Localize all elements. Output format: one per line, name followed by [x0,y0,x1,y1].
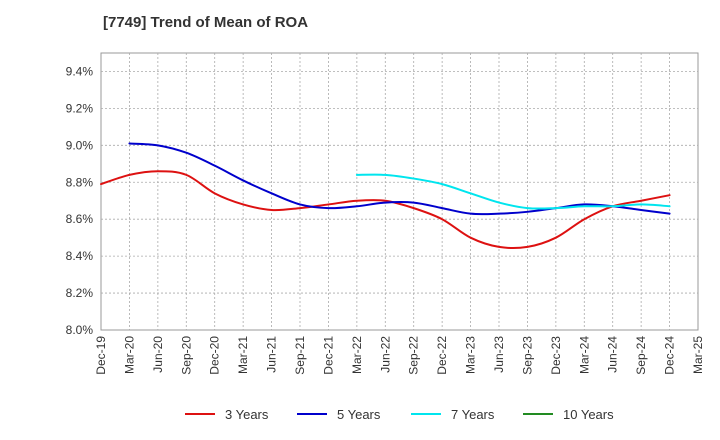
x-tick-label: Sep-23 [520,336,534,375]
x-tick-label: Mar-22 [350,336,364,374]
grid-lines [101,53,698,330]
x-tick-label: Mar-24 [577,336,591,374]
x-tick-label: Dec-22 [435,336,449,375]
y-tick-label: 9.0% [66,138,94,152]
legend-item-5-years: 5 Years [297,404,380,424]
y-axis-ticks: 8.0% 8.2% 8.4% 8.6% 8.8% 9.0% 9.2% 9.4% [66,64,94,337]
y-tick-label: 9.4% [66,64,94,78]
x-tick-label: Sep-24 [634,336,648,375]
x-tick-label: Jun-23 [492,336,506,373]
x-tick-label: Mar-21 [236,336,250,374]
legend-label-10-years: 10 Years [563,406,614,422]
x-tick-label: Dec-23 [549,336,563,375]
x-tick-label: Dec-24 [663,336,677,375]
y-tick-label: 8.8% [66,175,94,189]
series-line-5-years [128,142,671,216]
x-tick-label: Sep-20 [179,336,193,375]
legend-label-5-years: 5 Years [337,406,381,422]
legend-swatch-5-years [297,413,327,415]
series-line-3-years [100,170,671,250]
chart-title: [7749] Trend of Mean of ROA [103,14,309,31]
legend-label-7-years: 7 Years [451,406,495,422]
series-line-7-years [355,173,671,210]
x-tick-label: Jun-20 [151,336,165,373]
x-tick-label: Mar-20 [122,336,136,374]
legend-item-3-years: 3 Years [185,404,268,424]
y-tick-label: 8.0% [66,323,94,337]
x-tick-label: Jun-24 [606,336,620,373]
y-tick-label: 8.4% [66,249,94,263]
plot-area [100,52,699,331]
y-tick-label: 8.2% [66,286,94,300]
series-lines [100,142,671,250]
x-tick-label: Jun-22 [378,336,392,373]
legend-swatch-10-years [523,413,553,415]
x-tick-label: Mar-23 [464,336,478,374]
x-tick-label: Jun-21 [265,336,279,373]
legend-label-3-years: 3 Years [225,406,269,422]
legend-swatch-3-years [185,413,215,415]
legend-item-7-years: 7 Years [411,404,494,424]
legend: 3 Years 5 Years 7 Years 10 Years [0,404,720,424]
x-tick-label: Dec-20 [208,336,222,375]
x-tick-label: Dec-21 [321,336,335,375]
legend-item-10-years: 10 Years [523,404,614,424]
x-tick-label: Dec-19 [94,336,108,375]
x-tick-label: Sep-21 [293,336,307,375]
y-tick-label: 8.6% [66,212,94,226]
y-tick-label: 9.2% [66,101,94,115]
legend-swatch-7-years [411,413,441,415]
x-tick-label: Sep-22 [407,336,421,375]
x-tick-label: Mar-25 [691,336,705,374]
x-axis-ticks: Dec-19 Mar-20 Jun-20 Sep-20 Dec-20 Mar-21 Jun-… [94,336,705,375]
